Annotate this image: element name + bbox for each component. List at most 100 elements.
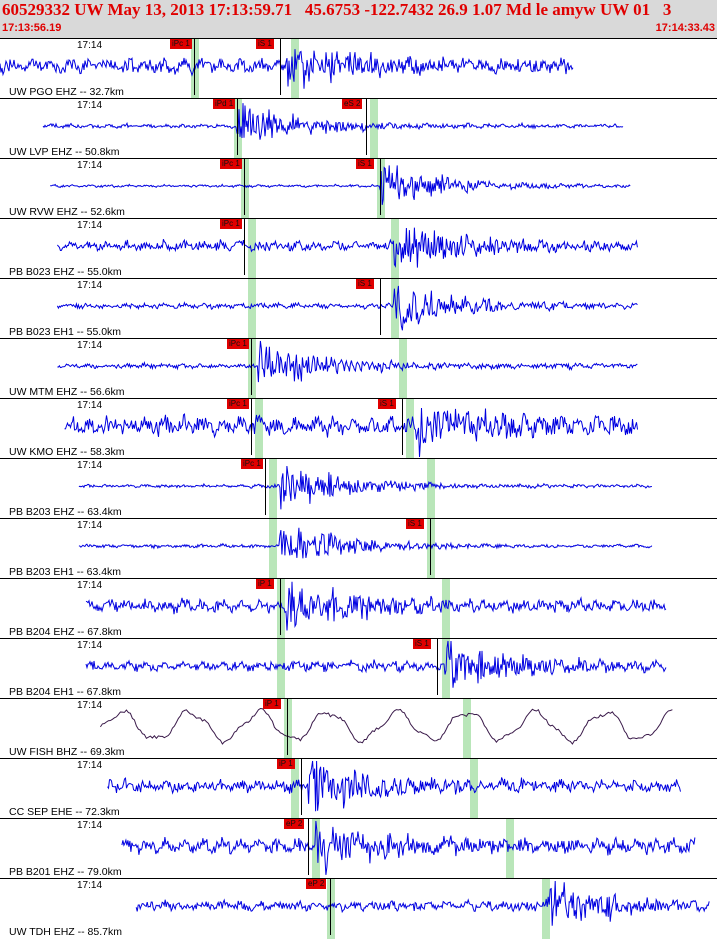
seismogram: [57, 227, 638, 268]
station-label: UW TDH EHZ -- 85.7km: [9, 926, 122, 938]
phase-pick-flag[interactable]: iS 1: [356, 279, 374, 289]
phase-pick-flag[interactable]: iS 1: [406, 519, 424, 529]
phase-pick-flag[interactable]: iPc 1: [241, 459, 263, 469]
event-title: 60529332 UW May 13, 2013 17:13:59.71 45.…: [2, 0, 672, 19]
phase-pick-line: [251, 339, 252, 395]
trace-panel[interactable]: eP 2 17:14 PB B201 EHZ -- 79.0km: [0, 818, 717, 879]
phase-pick-line: [380, 159, 381, 215]
theoretical-arrival-band: [542, 879, 550, 939]
phase-pick-line: [430, 519, 431, 575]
seismogram: [78, 527, 653, 559]
phase-pick-flag[interactable]: eP 2: [284, 819, 305, 829]
trace-time-label: 17:14: [77, 700, 103, 711]
window-end-time: 17:14:33.43: [655, 22, 715, 34]
station-label: UW LVP EHZ -- 50.8km: [9, 146, 120, 158]
trace-panel[interactable]: iPc 1 iS 1 17:14 UW PGO EHZ -- 32.7km: [0, 38, 717, 99]
phase-pick-flag[interactable]: iPc 1: [170, 39, 192, 49]
seismogram: [85, 581, 667, 631]
theoretical-arrival-band: [427, 459, 435, 519]
waveform-path: [85, 640, 667, 688]
theoretical-arrival-band: [312, 819, 320, 879]
phase-pick-flag[interactable]: iPd 1: [213, 99, 236, 109]
phase-pick-flag[interactable]: iS 1: [378, 399, 396, 409]
seismogram: [42, 103, 624, 140]
seismogram: [121, 820, 696, 875]
trace-time-label: 17:14: [77, 580, 103, 591]
trace-panel[interactable]: iP 1 17:14 PB B204 EHZ -- 67.8km: [0, 578, 717, 639]
station-label: PB B204 EHZ -- 67.8km: [9, 626, 122, 638]
phase-pick-flag[interactable]: iPc 1: [220, 219, 242, 229]
theoretical-arrival-band: [269, 519, 277, 579]
waveform-path: [121, 820, 696, 875]
phase-pick-flag[interactable]: eS 2: [342, 99, 363, 109]
trace-panel[interactable]: iP 1 17:14 CC SEP EHE -- 72.3km: [0, 758, 717, 819]
trace-panel[interactable]: iPc 1 iS 1 17:14 UW RVW EHZ -- 52.6km: [0, 158, 717, 219]
phase-pick-line: [402, 399, 403, 455]
trace-time-label: 17:14: [77, 760, 103, 771]
theoretical-arrival-band: [277, 579, 285, 639]
theoretical-arrival-band: [248, 279, 256, 339]
phase-pick-flag[interactable]: iS 1: [256, 39, 274, 49]
theoretical-arrival-band: [327, 879, 335, 939]
theoretical-arrival-band: [442, 579, 450, 639]
trace-time-label: 17:14: [77, 40, 103, 51]
theoretical-arrival-band: [284, 699, 292, 759]
phase-pick-flag[interactable]: iP 1: [263, 699, 281, 709]
phase-pick-line: [244, 219, 245, 275]
waveform-path: [78, 465, 652, 510]
phase-pick-flag[interactable]: iS 1: [356, 159, 374, 169]
trace-panels: iPc 1 iS 1 17:14 UW PGO EHZ -- 32.7km iPd 1 e…: [0, 38, 717, 939]
trace-time-label: 17:14: [77, 520, 103, 531]
phase-pick-line: [194, 39, 195, 95]
phase-pick-flag[interactable]: iPc 1: [227, 399, 249, 409]
phase-pick-flag[interactable]: iS 1: [413, 639, 431, 649]
trace-panel[interactable]: iPc 1 17:14 PB B203 EHZ -- 63.4km: [0, 458, 717, 519]
waveform-path: [50, 165, 631, 205]
phase-pick-line: [330, 879, 331, 935]
station-label: UW FISH BHZ -- 69.3km: [9, 746, 125, 758]
seismogram: [99, 707, 673, 745]
theoretical-arrival-band: [506, 819, 514, 879]
phase-pick-line: [237, 99, 238, 155]
trace-time-label: 17:14: [77, 640, 103, 651]
phase-pick-flag[interactable]: iPc 1: [220, 159, 242, 169]
waveform-path: [42, 103, 624, 140]
waveform-path: [57, 227, 638, 268]
window-start-time: 17:13:56.19: [2, 22, 62, 34]
trace-time-label: 17:14: [77, 340, 103, 351]
trace-panel[interactable]: eP 2 17:14 UW TDH EHZ -- 85.7km: [0, 878, 717, 939]
phase-pick-flag[interactable]: iP 1: [277, 759, 295, 769]
theoretical-arrival-band: [291, 39, 299, 99]
phase-pick-flag[interactable]: eP 2: [306, 879, 327, 889]
phase-pick-flag[interactable]: iP 1: [256, 579, 274, 589]
theoretical-arrival-band: [248, 219, 256, 279]
phase-pick-line: [280, 39, 281, 95]
theoretical-arrival-band: [427, 519, 435, 579]
station-label: PB B023 EH1 -- 55.0km: [9, 326, 122, 338]
phase-pick-line: [287, 699, 288, 755]
station-label: PB B204 EH1 -- 67.8km: [9, 686, 122, 698]
station-label: UW PGO EHZ -- 32.7km: [9, 86, 124, 98]
trace-time-label: 17:14: [77, 400, 103, 411]
station-label: PB B203 EHZ -- 63.4km: [9, 506, 122, 518]
trace-panel[interactable]: iS 1 17:14 PB B203 EH1 -- 63.4km: [0, 518, 717, 579]
phase-pick-line: [244, 159, 245, 215]
phase-pick-flag[interactable]: iPc 1: [227, 339, 249, 349]
trace-panel[interactable]: iS 1 17:14 PB B023 EH1 -- 55.0km: [0, 278, 717, 339]
theoretical-arrival-band: [377, 159, 385, 219]
station-label: PB B201 EHZ -- 79.0km: [9, 866, 122, 878]
seismogram: [107, 760, 681, 812]
trace-panel[interactable]: iS 1 17:14 PB B204 EH1 -- 67.8km: [0, 638, 717, 699]
trace-panel[interactable]: iPc 1 17:14 UW MTM EHZ -- 56.6km: [0, 338, 717, 399]
trace-panel[interactable]: iP 1 17:14 UW FISH BHZ -- 69.3km: [0, 698, 717, 759]
trace-panel[interactable]: iPc 1 17:14 PB B023 EHZ -- 55.0km: [0, 218, 717, 279]
theoretical-arrival-band: [248, 339, 256, 399]
trace-time-label: 17:14: [77, 220, 103, 231]
trace-panel[interactable]: iPd 1 eS 2 17:14 UW LVP EHZ -- 50.8km: [0, 98, 717, 159]
phase-pick-line: [280, 579, 281, 635]
station-label: UW MTM EHZ -- 56.6km: [9, 386, 125, 398]
phase-pick-line: [251, 399, 252, 455]
theoretical-arrival-band: [255, 399, 263, 459]
trace-panel[interactable]: iPc 1 iS 1 17:14 UW KMO EHZ -- 58.3km: [0, 398, 717, 459]
phase-pick-line: [308, 819, 309, 875]
